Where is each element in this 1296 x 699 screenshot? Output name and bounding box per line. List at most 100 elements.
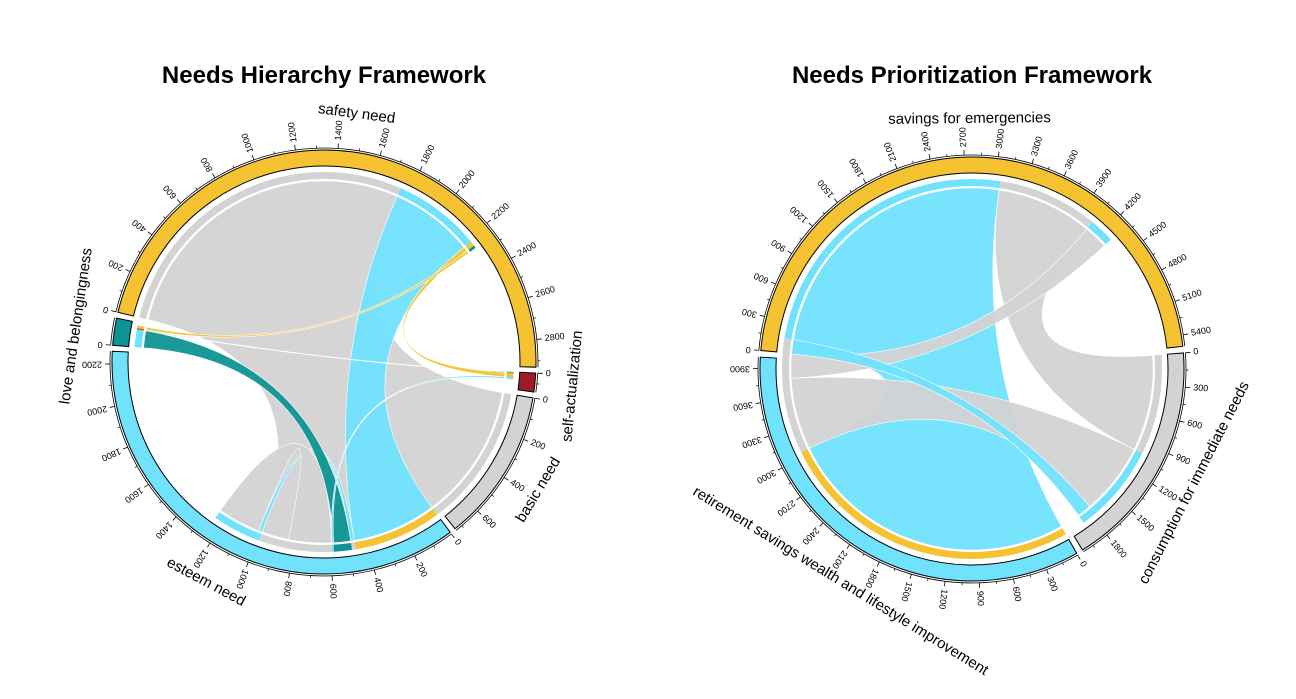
major-tick — [536, 338, 542, 340]
major-tick — [294, 144, 296, 150]
tick-label: 2400 — [919, 131, 933, 153]
minor-tick — [433, 545, 436, 549]
minor-tick — [159, 501, 162, 504]
minor-tick — [1062, 562, 1064, 566]
tick-label: 600 — [1011, 586, 1024, 603]
tick-label: 4200 — [1122, 191, 1143, 212]
major-tick — [477, 510, 482, 515]
tick-label: 400 — [130, 218, 148, 235]
major-tick — [109, 406, 115, 408]
major-tick — [808, 222, 813, 227]
minor-tick — [134, 465, 138, 468]
minor-tick — [491, 494, 494, 497]
tick-label: 1600 — [123, 485, 145, 505]
minor-tick — [232, 165, 235, 169]
minor-tick — [766, 298, 770, 301]
minor-tick — [438, 179, 441, 182]
tick-label: 3600 — [732, 400, 753, 413]
tick-label: 600 — [752, 271, 770, 286]
major-tick — [863, 178, 867, 184]
tick-label: 600 — [480, 513, 498, 531]
sector-axis — [455, 398, 536, 531]
major-tick — [527, 295, 533, 299]
minor-tick — [1092, 545, 1095, 548]
minor-tick — [1119, 523, 1122, 526]
tick-label: 1800 — [100, 446, 122, 463]
minor-tick — [1079, 181, 1081, 185]
tick-label: 1200 — [937, 589, 949, 610]
minor-tick — [1029, 574, 1032, 578]
sector-label: safety need — [317, 100, 396, 127]
major-tick — [288, 573, 290, 579]
link-track-7-1 — [286, 541, 333, 552]
tick-label: 1500 — [1135, 513, 1157, 534]
link-track-4-0 — [782, 338, 792, 354]
tick-label: 900 — [1174, 452, 1192, 467]
tick-label: 4800 — [1166, 252, 1188, 270]
link-track-3-1 — [333, 543, 352, 552]
tick-label: 1000 — [234, 568, 250, 590]
major-tick — [122, 446, 128, 450]
tick-label: 2400 — [516, 240, 538, 258]
tick-label: 4500 — [1146, 219, 1168, 239]
tick-label: 200 — [107, 258, 125, 273]
tick-label: 200 — [414, 561, 429, 579]
minor-tick — [809, 510, 812, 513]
minor-tick — [1142, 497, 1145, 500]
sector-arc — [759, 356, 1078, 582]
minor-tick — [1179, 316, 1183, 319]
sector-axis — [115, 147, 539, 368]
minor-tick — [1048, 166, 1050, 170]
major-tick — [846, 544, 850, 549]
tick-label: 1500 — [899, 581, 914, 603]
minor-tick — [1132, 225, 1135, 228]
link-track-2-1 — [255, 532, 262, 541]
minor-tick — [1107, 201, 1110, 204]
major-tick — [894, 163, 898, 169]
minor-tick — [163, 216, 166, 219]
tick-label: 3900 — [730, 364, 750, 374]
major-tick — [1120, 211, 1125, 216]
tick-label: 0 — [542, 394, 549, 405]
tick-label: 2600 — [534, 284, 556, 300]
tick-label: 900 — [975, 591, 986, 606]
major-tick — [534, 397, 540, 400]
minor-tick — [1160, 468, 1164, 471]
major-tick — [763, 435, 769, 439]
link-track-8-1 — [137, 325, 145, 330]
minor-tick — [137, 251, 141, 253]
link-track-5-1 — [465, 241, 475, 250]
minor-tick — [195, 187, 198, 190]
major-tick — [1161, 267, 1167, 271]
sector-axis — [757, 357, 1078, 584]
major-tick — [1106, 534, 1111, 540]
link-track-6-1 — [331, 544, 335, 552]
tick-label: 400 — [509, 477, 527, 494]
tick-label: 5400 — [1190, 325, 1211, 338]
tick-label: 600 — [161, 183, 178, 201]
minor-tick — [227, 553, 229, 556]
tick-label: 0 — [1193, 346, 1199, 356]
major-tick — [998, 151, 1000, 157]
major-tick — [212, 173, 216, 179]
chord-link-6 — [331, 375, 505, 544]
major-tick — [1063, 171, 1067, 177]
major-tick — [176, 199, 181, 204]
major-tick — [1077, 554, 1081, 560]
chord-link-3 — [790, 228, 1105, 379]
tick-label: 5100 — [1181, 287, 1203, 303]
tick-label: 1800 — [419, 143, 437, 165]
major-tick — [1013, 578, 1015, 584]
sector-arc — [444, 394, 534, 530]
tick-label: 1400 — [154, 520, 175, 541]
link-track-5-0 — [506, 372, 514, 378]
major-tick — [111, 310, 117, 313]
minor-tick — [267, 568, 269, 572]
link-track-3-0 — [134, 329, 144, 348]
minor-tick — [119, 290, 123, 292]
major-tick — [511, 255, 516, 259]
major-tick — [206, 542, 211, 548]
minor-tick — [927, 578, 929, 581]
